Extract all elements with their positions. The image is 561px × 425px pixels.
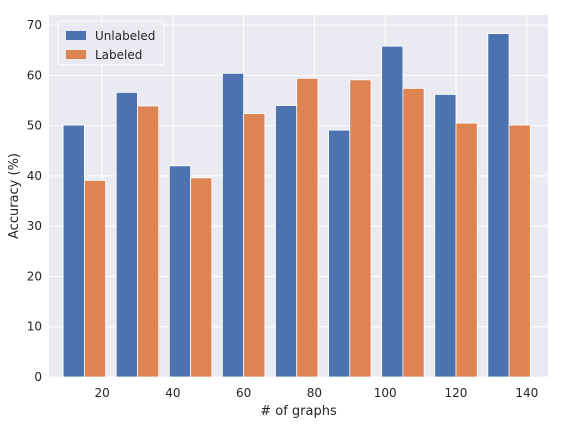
x-tick-label: 100 xyxy=(374,386,397,400)
x-tick-label: 60 xyxy=(236,386,251,400)
bar-labeled xyxy=(296,77,319,378)
bars xyxy=(62,33,531,378)
y-tick-label: 50 xyxy=(27,119,42,133)
bar-labeled xyxy=(508,124,531,378)
legend: Unlabeled Labeled xyxy=(57,20,165,66)
legend-label: Unlabeled xyxy=(95,29,155,43)
bar-labeled xyxy=(137,105,160,378)
y-axis-ticks: 0 10 20 30 40 50 60 70 xyxy=(27,18,42,384)
x-tick-label: 120 xyxy=(445,386,468,400)
bar-unlabeled xyxy=(222,72,245,378)
y-tick-label: 60 xyxy=(27,68,42,82)
bar-labeled xyxy=(349,79,372,378)
y-tick-label: 20 xyxy=(27,269,42,283)
y-tick-label: 10 xyxy=(27,320,42,334)
bar-unlabeled xyxy=(115,92,138,378)
y-tick-label: 0 xyxy=(34,370,42,384)
bar-unlabeled xyxy=(381,45,404,378)
legend-label: Labeled xyxy=(95,48,142,62)
bar-labeled xyxy=(190,177,213,378)
bar-unlabeled xyxy=(62,124,85,378)
y-axis-label: Accuracy (%) xyxy=(7,153,22,239)
bar-labeled xyxy=(243,113,266,378)
x-axis-label: # of graphs xyxy=(260,404,337,419)
x-tick-label: 80 xyxy=(307,386,322,400)
bar-unlabeled xyxy=(487,33,510,378)
x-axis-ticks: 20 40 60 80 100 120 140 xyxy=(94,386,538,400)
legend-swatch xyxy=(66,31,86,40)
bar-labeled xyxy=(402,88,425,378)
y-tick-label: 70 xyxy=(27,18,42,32)
y-tick-label: 40 xyxy=(27,169,42,183)
x-tick-label: 140 xyxy=(515,386,538,400)
bar-unlabeled xyxy=(328,129,351,378)
legend-swatch xyxy=(66,50,86,59)
x-tick-label: 40 xyxy=(165,386,180,400)
bar-labeled xyxy=(83,180,107,378)
bar-labeled xyxy=(455,122,478,378)
bar-unlabeled xyxy=(168,165,191,378)
y-tick-label: 30 xyxy=(27,219,42,233)
bar-unlabeled xyxy=(275,105,298,378)
x-tick-label: 20 xyxy=(94,386,109,400)
bar-unlabeled xyxy=(434,94,457,378)
